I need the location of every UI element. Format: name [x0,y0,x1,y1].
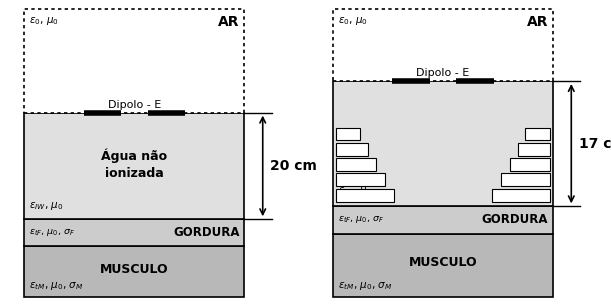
Text: Dipolo - E: Dipolo - E [108,100,161,110]
Bar [518,143,550,156]
Text: $\varepsilon_0$, $\mu_0$: $\varepsilon_0$, $\mu_0$ [29,15,59,27]
Text: $\varepsilon_{tM}$, $\mu_0$, $\sigma_M$: $\varepsilon_{tM}$, $\mu_0$, $\sigma_M$ [338,280,392,292]
Bar [333,81,553,206]
Text: AR: AR [527,15,548,29]
Bar [336,189,394,202]
Text: GORDURA: GORDURA [173,226,240,239]
Text: 20 cm: 20 cm [270,159,317,173]
Text: AR: AR [218,15,240,29]
Text: Dipolo - E: Dipolo - E [416,68,470,78]
Text: $\varepsilon_0$, $\mu_0$: $\varepsilon_0$, $\mu_0$ [338,15,368,27]
Text: MUSCULO: MUSCULO [100,263,169,276]
Bar [501,174,550,186]
Text: $\varepsilon_{tM}$, $\mu_0$, $\sigma_M$: $\varepsilon_{tM}$, $\mu_0$, $\sigma_M$ [29,280,84,292]
Bar [24,113,244,219]
Bar [492,189,550,202]
Text: $\varepsilon_{IW}$, $\mu_0$: $\varepsilon_{IW}$, $\mu_0$ [338,185,373,197]
Bar [333,9,553,81]
Bar [525,128,550,140]
Bar [336,128,360,140]
Text: $\varepsilon_{IW}$, $\mu_0$: $\varepsilon_{IW}$, $\mu_0$ [29,200,64,212]
Bar [510,158,550,171]
Bar [336,158,376,171]
Text: $\varepsilon_{tF}$, $\mu_0$, $\sigma_F$: $\varepsilon_{tF}$, $\mu_0$, $\sigma_F$ [338,215,384,226]
Bar [24,9,244,113]
Bar [24,247,244,297]
Text: MUSCULO: MUSCULO [409,256,477,269]
Text: Água não
ionizada: Água não ionizada [101,148,167,180]
Bar [333,233,553,297]
Bar [336,174,385,186]
Bar [333,206,553,233]
Text: 17 cm: 17 cm [579,137,611,151]
Bar [336,143,368,156]
Text: $\varepsilon_{tF}$, $\mu_0$, $\sigma_F$: $\varepsilon_{tF}$, $\mu_0$, $\sigma_F$ [29,227,76,238]
Bar [24,219,244,247]
Text: GORDURA: GORDURA [481,213,548,226]
